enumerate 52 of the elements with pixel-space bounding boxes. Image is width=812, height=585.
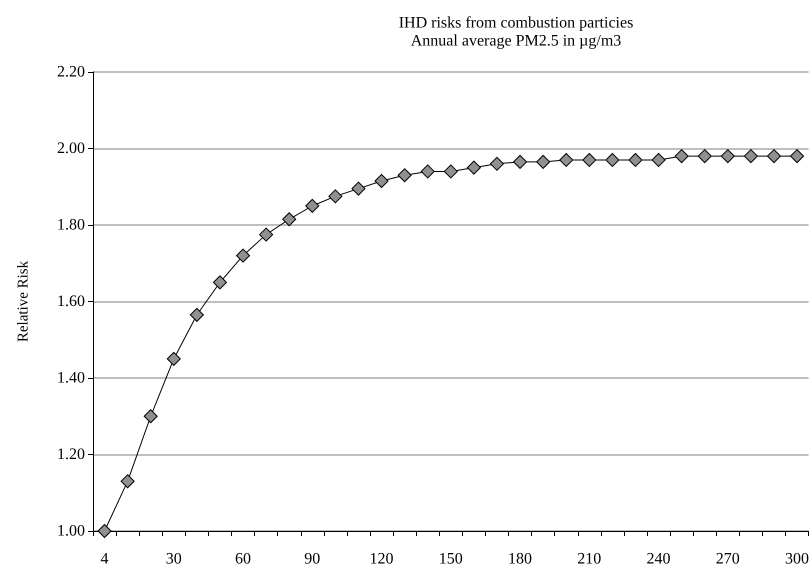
x-tick-label: 180	[508, 550, 532, 568]
point	[790, 149, 804, 164]
y-tick-label: 2.20	[57, 64, 85, 80]
point	[698, 149, 712, 164]
point	[674, 149, 689, 164]
point	[744, 149, 758, 164]
x-tick-label: 90	[304, 550, 320, 568]
y-tick-label: 1.00	[57, 522, 85, 540]
point	[190, 308, 204, 322]
point	[513, 154, 528, 169]
point	[652, 152, 666, 167]
point	[328, 189, 342, 204]
y-tick-label: 1.20	[57, 446, 85, 463]
point	[282, 212, 296, 226]
point	[420, 164, 435, 178]
point	[720, 149, 735, 164]
point	[628, 152, 642, 167]
x-tick-label: 30	[166, 550, 182, 568]
chart-subtitle: Annual average PM2.5 in µg/m3	[410, 32, 622, 50]
point	[212, 275, 227, 290]
point	[766, 149, 781, 164]
point	[444, 164, 458, 178]
point	[559, 152, 574, 167]
point	[536, 154, 550, 169]
point	[259, 228, 274, 242]
x-tick-label: 210	[577, 550, 602, 568]
point	[144, 409, 158, 424]
point	[582, 152, 596, 167]
x-tick-label: 240	[646, 550, 671, 568]
point	[605, 152, 620, 167]
y-tick-label: 1.80	[57, 216, 85, 234]
y-axis-title: Relative Risk	[16, 260, 32, 342]
chart-title: IHD risks from combustion particies	[398, 14, 634, 32]
point	[120, 474, 135, 488]
point	[98, 524, 112, 538]
y-tick-label: 1.40	[57, 370, 85, 386]
x-tick-label: 120	[370, 550, 394, 568]
y-tick-label: 2.00	[57, 140, 85, 157]
x-tick-label: 4	[100, 550, 109, 568]
point	[374, 174, 389, 188]
point	[466, 160, 481, 175]
x-tick-label: 300	[785, 550, 810, 568]
point	[166, 352, 181, 366]
y-tick-label: 1.60	[57, 293, 85, 310]
x-tick-label: 60	[235, 550, 252, 568]
x-tick-label: 150	[438, 550, 463, 568]
point	[490, 156, 504, 171]
point	[305, 198, 320, 213]
point	[398, 168, 412, 182]
point	[236, 248, 250, 263]
x-tick-label: 270	[716, 550, 740, 568]
point	[351, 182, 366, 196]
